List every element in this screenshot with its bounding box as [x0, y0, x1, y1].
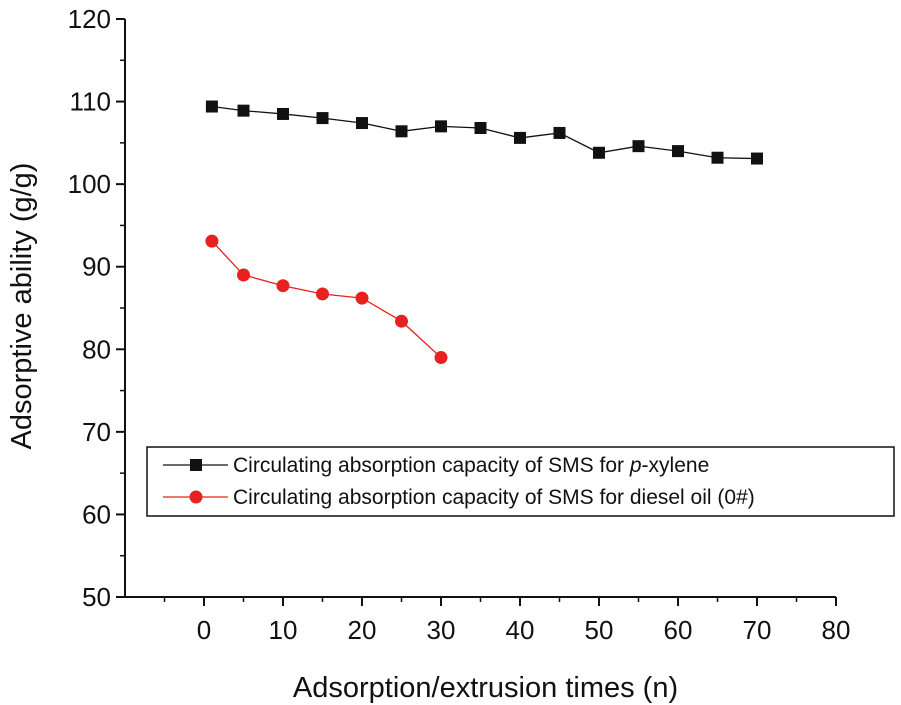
data-point-square [237, 104, 250, 117]
data-point-square [474, 121, 487, 134]
legend: Circulating absorption capacity of SMS f… [146, 446, 895, 517]
y-tick-label: 80 [82, 334, 111, 364]
data-point-square [632, 140, 645, 153]
data-point-square [672, 145, 684, 158]
legend-marker-square [190, 459, 202, 471]
y-tick-label: 50 [82, 582, 111, 612]
data-point-square [711, 151, 724, 164]
axes: 50 60 70 80 90 100 110 120 0 10 20 30 40 50 60 70 80 Adso… [6, 4, 850, 704]
series-line [211, 240, 442, 359]
data-point-square [356, 117, 368, 130]
legend-label-prefix: Circulating absorption capacity of SMS f… [233, 454, 630, 477]
data-point-square [751, 152, 763, 165]
y-tick-label: 90 [82, 252, 111, 282]
data-point-square [395, 125, 408, 138]
series-layer [205, 100, 763, 365]
data-point-square [514, 131, 526, 144]
series-2 [205, 234, 448, 365]
data-point-circle [316, 287, 329, 301]
data-point-circle [237, 268, 250, 282]
legend-marker-circle [189, 490, 203, 504]
data-point-square [277, 107, 289, 120]
data-point-circle [434, 351, 448, 365]
x-tick-label: 10 [269, 615, 298, 645]
series-1 [205, 100, 763, 165]
y-tick-label: 70 [82, 417, 111, 447]
y-axis-title: Adsorptive ability (g/g) [6, 163, 38, 450]
x-tick-label: 0 [197, 615, 211, 645]
data-point-square [435, 120, 447, 133]
x-tick-label: 30 [427, 615, 456, 645]
data-point-square [553, 126, 566, 139]
legend-box [146, 446, 895, 517]
y-tick-label: 100 [68, 169, 111, 199]
legend-label-italic: p [629, 454, 642, 477]
legend-label: Circulating absorption capacity of SMS f… [233, 486, 755, 509]
x-tick-label: 50 [585, 615, 614, 645]
data-point-square [316, 112, 329, 125]
x-tick-label: 60 [664, 615, 693, 645]
x-axis-title: Adsorption/extrusion times (n) [293, 672, 678, 704]
x-tick-label: 40 [506, 615, 535, 645]
y-tick-label: 120 [68, 4, 111, 34]
data-point-circle [205, 234, 219, 248]
x-tick-label: 80 [822, 615, 851, 645]
legend-label: Circulating absorption capacity of SMS f… [233, 454, 709, 477]
x-tick-label: 70 [743, 615, 772, 645]
data-point-circle [276, 279, 290, 293]
x-tick-label: 20 [348, 615, 377, 645]
y-tick-label: 110 [70, 87, 111, 117]
data-point-circle [355, 291, 369, 305]
legend-label-suffix: -xylene [642, 454, 710, 477]
y-tick-label: 60 [82, 499, 111, 529]
data-point-circle [395, 314, 408, 328]
data-point-square [593, 146, 605, 159]
data-point-square [205, 100, 218, 113]
